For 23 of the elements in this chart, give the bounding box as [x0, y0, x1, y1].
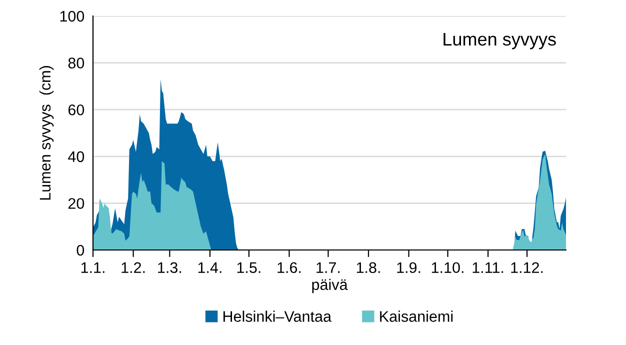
x-tick-label: 1.12. [511, 262, 543, 273]
legend-label: Kaisaniemi [380, 310, 453, 322]
x-tick-label: 1.4. [198, 262, 222, 273]
x-tick-label: 1.1. [81, 262, 104, 273]
y-tick-label: 0 [76, 244, 84, 256]
x-tick-label: 1.3. [158, 262, 182, 274]
x-tick-label: 1.11. [472, 262, 504, 273]
x-tick-label: 1.5. [237, 262, 260, 274]
legend-label: Helsinki–Vantaa [223, 310, 332, 322]
y-tick-label: 80 [68, 58, 84, 68]
y-tick-label: 60 [68, 104, 84, 116]
y-tick-label: 20 [68, 198, 84, 209]
y-tick-label: 100 [60, 10, 84, 22]
x-tick-label: 1.7. [316, 262, 340, 273]
y-axis-title: Lumen syvyys (cm) [39, 66, 54, 200]
x-tick-label: 1.6. [278, 262, 301, 274]
y-tick-label: 40 [68, 151, 84, 162]
x-tick-label: 1.2. [122, 262, 145, 273]
x-tick-label: 1.8. [356, 262, 380, 274]
text: Lumen syvyys [444, 33, 556, 50]
x-tick-label: 1.10. [432, 262, 464, 274]
x-axis-title: päivä [312, 278, 348, 294]
x-tick-label: 1.9. [397, 262, 420, 274]
